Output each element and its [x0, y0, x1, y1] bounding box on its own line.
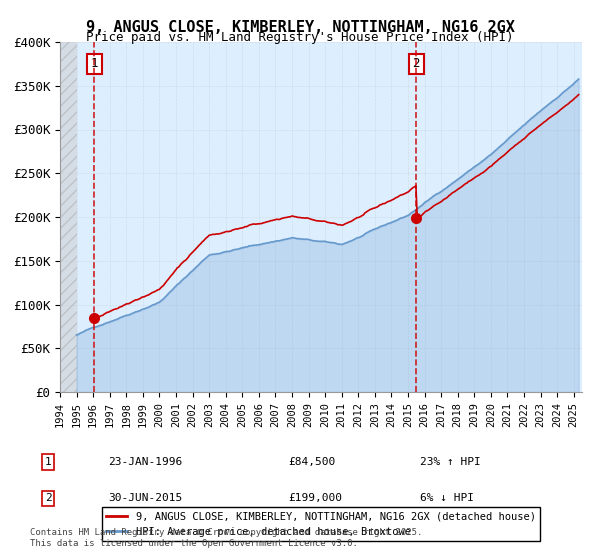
Bar	[60, 42, 77, 392]
Text: £84,500: £84,500	[288, 457, 335, 467]
Text: 23-JAN-1996: 23-JAN-1996	[108, 457, 182, 467]
Text: 2: 2	[413, 57, 420, 71]
Text: 6% ↓ HPI: 6% ↓ HPI	[420, 493, 474, 503]
Text: Contains HM Land Registry data © Crown copyright and database right 2025.
This d: Contains HM Land Registry data © Crown c…	[30, 528, 422, 548]
Legend: 9, ANGUS CLOSE, KIMBERLEY, NOTTINGHAM, NG16 2GX (detached house), HPI: Average p: 9, ANGUS CLOSE, KIMBERLEY, NOTTINGHAM, N…	[102, 507, 540, 541]
Text: 30-JUN-2015: 30-JUN-2015	[108, 493, 182, 503]
Text: 9, ANGUS CLOSE, KIMBERLEY, NOTTINGHAM, NG16 2GX: 9, ANGUS CLOSE, KIMBERLEY, NOTTINGHAM, N…	[86, 20, 514, 35]
Text: £199,000: £199,000	[288, 493, 342, 503]
Text: 1: 1	[91, 57, 98, 71]
Text: 1: 1	[44, 457, 52, 467]
Text: 23% ↑ HPI: 23% ↑ HPI	[420, 457, 481, 467]
Text: Price paid vs. HM Land Registry's House Price Index (HPI): Price paid vs. HM Land Registry's House …	[86, 31, 514, 44]
Text: 2: 2	[44, 493, 52, 503]
